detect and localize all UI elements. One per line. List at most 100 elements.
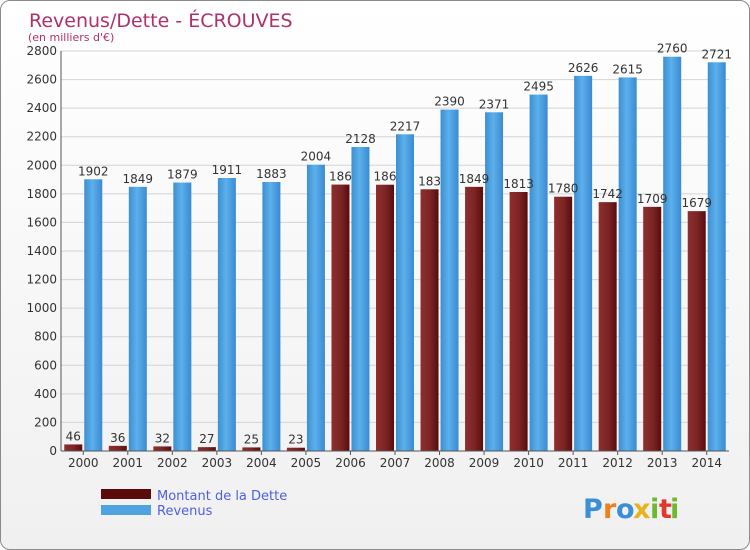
bar-dette: [643, 206, 662, 451]
data-label-dette: 1679: [681, 196, 712, 210]
data-label-dette: 1849: [459, 172, 490, 186]
bar-revenus: [396, 134, 414, 452]
x-tick-label: 2010: [513, 456, 544, 470]
legend-swatch-revenus: [101, 505, 151, 515]
y-tick-label: 2200: [26, 130, 57, 144]
data-label-revenus: 2128: [345, 132, 376, 146]
bar-dette: [376, 184, 394, 451]
bar-dette: [153, 446, 172, 451]
logo-letter: t: [659, 494, 672, 525]
bar-revenus: [485, 112, 504, 452]
bar-revenus: [217, 178, 236, 451]
data-label-revenus: 2390: [434, 95, 465, 109]
data-label-dette: 25: [244, 432, 259, 446]
data-label-dette: 183: [418, 174, 441, 188]
y-tick-label: 2600: [26, 73, 57, 87]
data-label-dette: 46: [66, 429, 81, 443]
data-label-revenus: 1883: [256, 167, 287, 181]
bar-revenus: [306, 164, 325, 451]
chart-title: Revenus/Dette - ÉCROUVES: [29, 9, 293, 32]
bar-dette: [509, 192, 528, 451]
data-label-dette: 1813: [503, 177, 534, 191]
bars: [64, 56, 726, 452]
y-tick-label: 2400: [26, 101, 57, 115]
data-label-dette: 36: [110, 431, 125, 445]
x-tick-label: 2000: [68, 456, 99, 470]
data-label-revenus: 1911: [212, 163, 243, 177]
data-label-revenus: 1879: [167, 168, 198, 182]
y-tick-label: 1400: [26, 244, 57, 258]
data-label-revenus: 2626: [568, 61, 599, 75]
y-tick-label: 400: [34, 387, 57, 401]
y-tick-label: 1200: [26, 273, 57, 287]
x-tick-label: 2002: [157, 456, 188, 470]
legend: Montant de la Dette Revenus: [101, 489, 287, 519]
data-label-dette: 1742: [592, 187, 623, 201]
y-tick-label: 1000: [26, 301, 57, 315]
data-label-revenus: 2615: [612, 62, 643, 76]
y-tick-label: 2800: [26, 44, 57, 58]
data-label-revenus: 2004: [301, 150, 332, 164]
x-tick-label: 2009: [469, 456, 500, 470]
data-label-revenus: 2217: [390, 119, 421, 133]
bar-dette: [197, 447, 216, 451]
logo-letter: i: [670, 494, 679, 525]
x-tick-label: 2004: [246, 456, 277, 470]
bar-dette: [64, 444, 83, 451]
bar-revenus: [663, 56, 682, 451]
x-tick-label: 2008: [424, 456, 455, 470]
x-tick-label: 2014: [691, 456, 722, 470]
bar-revenus: [128, 186, 147, 451]
logo-letter: o: [616, 494, 635, 525]
x-tick-label: 2003: [202, 456, 233, 470]
legend-label-revenus: Revenus: [157, 504, 213, 519]
bar-revenus: [262, 182, 281, 451]
data-label-dette: 1780: [548, 182, 579, 196]
legend-swatch-debt: [101, 489, 151, 499]
y-tick-label: 1600: [26, 215, 57, 229]
bar-revenus: [707, 62, 726, 452]
x-tick-label: 2007: [380, 456, 411, 470]
bar-dette: [598, 202, 617, 451]
data-label-revenus: 1902: [78, 164, 109, 178]
data-label-dette: 23: [288, 433, 303, 447]
legend-label-debt: Montant de la Dette: [157, 489, 287, 504]
y-tick-label: 2000: [26, 158, 57, 172]
data-label-revenus: 1849: [123, 172, 154, 186]
data-label-dette: 186: [329, 170, 352, 184]
bar-dette: [108, 445, 127, 451]
data-label-revenus: 2760: [657, 42, 688, 56]
bar-revenus: [529, 94, 548, 452]
y-tick-label: 0: [49, 444, 57, 458]
bar-revenus: [574, 75, 593, 451]
logo-letter: x: [633, 494, 650, 525]
x-tick-label: 2013: [647, 456, 678, 470]
chart-subtitle: (en milliers d'€): [28, 31, 114, 44]
y-tick-label: 1800: [26, 187, 57, 201]
bar-dette: [331, 184, 350, 452]
x-tick-label: 2005: [291, 456, 322, 470]
y-tick-label: 200: [34, 415, 57, 429]
axes: 0 200 400 600 800 1000 1200 1400 1600 1800 2000 220…: [26, 44, 729, 470]
data-label-dette: 32: [155, 431, 170, 445]
bar-dette: [242, 447, 261, 451]
bar-revenus: [84, 179, 103, 452]
bar-dette: [420, 189, 439, 452]
x-tick-label: 2006: [335, 456, 366, 470]
bar-revenus: [173, 182, 192, 452]
grid: [61, 50, 729, 452]
bar-dette: [465, 186, 484, 451]
bar-dette: [687, 211, 706, 451]
data-label-revenus: 2721: [701, 47, 732, 61]
bar-revenus: [618, 77, 637, 451]
x-tick-label: 2012: [602, 456, 633, 470]
bar-revenus: [351, 147, 370, 451]
x-tick-label: 2001: [113, 456, 144, 470]
y-tick-label: 600: [34, 358, 57, 372]
logo-letter: i: [650, 494, 659, 525]
bar-dette: [286, 447, 305, 451]
bar-revenus: [440, 109, 459, 452]
